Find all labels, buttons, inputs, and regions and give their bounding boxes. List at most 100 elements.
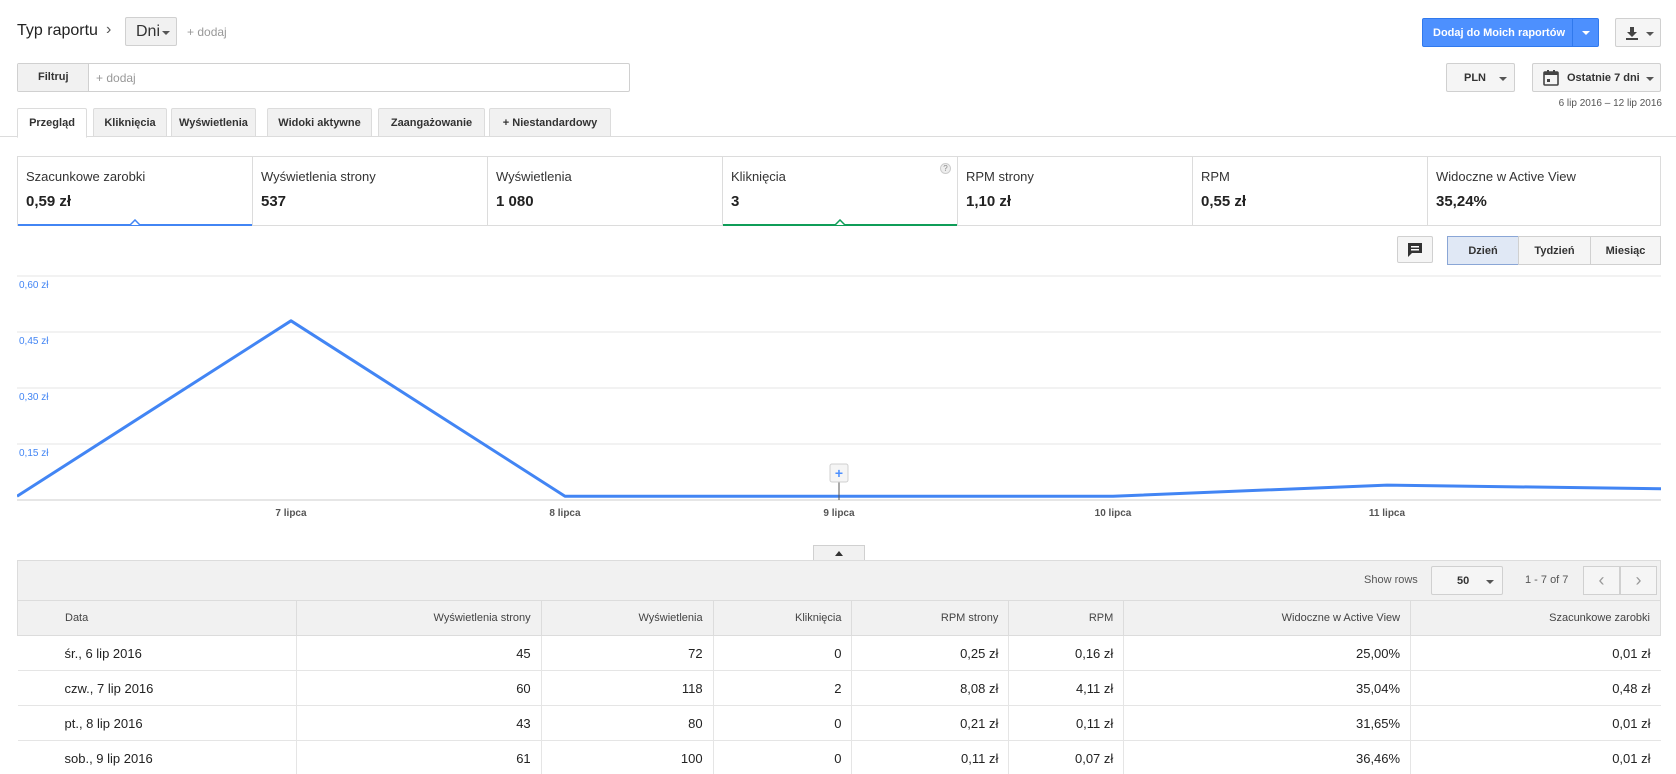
tab-wyswietlenia[interactable]: Wyświetlenia [171, 108, 256, 137]
x-tick-label: 7 lipca [275, 508, 307, 519]
dimension-dropdown[interactable]: Dni [125, 17, 177, 46]
column-header-earnings[interactable]: Szacunkowe zarobki [1410, 600, 1661, 636]
scorecard-name: Szacunkowe zarobki [26, 169, 146, 184]
cell-page-rpm: 0,11 zł [851, 740, 1009, 774]
column-header-impressions[interactable]: Wyświetlenia [540, 600, 714, 636]
tab-niestandardowy[interactable]: + Niestandardowy [489, 108, 611, 137]
cell-page-views: 61 [295, 740, 542, 774]
filter-label[interactable]: Filtruj [18, 64, 89, 91]
y-tick-label: 0,45 zł [19, 336, 49, 347]
add-dimension-link[interactable]: + dodaj [187, 25, 227, 39]
y-tick-label: 0,60 zł [19, 280, 49, 291]
scorecard-clicks[interactable]: Kliknięcia 3 ? [723, 157, 958, 226]
cell-page-views: 45 [295, 635, 542, 671]
cell-rpm: 0,11 zł [1008, 705, 1124, 741]
cell-date: sob., 9 lip 2016 [17, 740, 297, 774]
tab-zaangazowanie[interactable]: Zaangażowanie [378, 108, 485, 137]
scorecard-value: 3 [731, 193, 740, 210]
calendar-icon [1543, 70, 1559, 86]
cell-active-view: 36,46% [1123, 740, 1411, 774]
x-tick-label: 11 lipca [1369, 508, 1406, 519]
scorecards: Szacunkowe zarobki 0,59 zł Wyświetlenia … [17, 156, 1661, 226]
download-icon [1626, 27, 1638, 40]
tab-widoki-aktywne[interactable]: Widoki aktywne [267, 108, 372, 137]
scorecard-page-rpm[interactable]: RPM strony 1,10 zł [958, 157, 1193, 225]
column-header-rpm[interactable]: RPM [1008, 600, 1125, 636]
scorecard-name: Widoczne w Active View [1436, 169, 1576, 184]
table-toolbar: Show rows 50 1 - 7 of 7 ‹ › [17, 560, 1661, 600]
cell-page-views: 60 [295, 670, 542, 706]
selected-indicator [18, 224, 252, 226]
chevron-left-icon: ‹ [1598, 570, 1605, 590]
cell-impressions: 80 [540, 705, 714, 741]
date-preset-label: Ostatnie 7 dni [1567, 72, 1640, 84]
download-button[interactable] [1615, 18, 1661, 47]
cell-rpm: 0,07 zł [1008, 740, 1124, 774]
column-header-clicks[interactable]: Kliknięcia [712, 600, 853, 636]
scorecard-rpm[interactable]: RPM 0,55 zł [1193, 157, 1428, 225]
tab-przeglad[interactable]: Przegląd [17, 108, 87, 138]
cell-page-rpm: 0,25 zł [851, 635, 1009, 671]
cell-page-rpm: 0,21 zł [851, 705, 1009, 741]
tab-klikniecia[interactable]: Kliknięcia [93, 108, 167, 137]
granularity-week[interactable]: Tydzień [1518, 236, 1591, 265]
cell-date: pt., 8 lip 2016 [17, 705, 297, 741]
y-tick-label: 0,30 zł [19, 392, 49, 403]
collapse-chart-button[interactable] [813, 545, 865, 561]
add-to-my-reports-button[interactable]: Dodaj do Moich raportów [1422, 18, 1599, 47]
help-icon[interactable]: ? [940, 163, 951, 174]
filter-input[interactable]: + dodaj [96, 71, 136, 85]
dimension-label: Dni [136, 23, 161, 40]
cell-rpm: 4,11 zł [1008, 670, 1124, 706]
column-header-page-rpm[interactable]: RPM strony [851, 600, 1010, 636]
scorecard-value: 0,55 zł [1201, 193, 1247, 210]
chevron-down-icon [1646, 32, 1654, 36]
column-header-active-view[interactable]: Widoczne w Active View [1123, 600, 1412, 636]
add-report-menu-button[interactable] [1572, 19, 1598, 46]
next-page-button[interactable]: › [1620, 566, 1657, 595]
cell-page-views: 43 [295, 705, 542, 741]
scorecard-earnings[interactable]: Szacunkowe zarobki 0,59 zł [18, 157, 253, 226]
x-tick-label: 9 lipca [823, 508, 855, 519]
date-range-dropdown[interactable]: Ostatnie 7 dni [1532, 63, 1661, 92]
scorecard-name: RPM strony [966, 169, 1034, 184]
cell-earnings: 0,01 zł [1410, 635, 1661, 671]
scorecard-active-view[interactable]: Widoczne w Active View 35,24% [1428, 157, 1660, 225]
report-type-label: Typ raportu [17, 22, 98, 39]
x-tick-label: 10 lipca [1095, 508, 1132, 519]
column-header-page-views[interactable]: Wyświetlenia strony [295, 600, 542, 636]
scorecard-impressions[interactable]: Wyświetlenia 1 080 [488, 157, 723, 225]
column-header-date[interactable]: Data [17, 600, 297, 636]
cell-page-rpm: 8,08 zł [851, 670, 1009, 706]
breadcrumb-separator: › [106, 21, 112, 38]
cell-active-view: 31,65% [1123, 705, 1411, 741]
x-tick-label: 8 lipca [549, 508, 581, 519]
table-row: śr., 6 lip 2016 45 72 0 0,25 zł 0,16 zł … [17, 635, 1661, 671]
granularity-day[interactable]: Dzień [1447, 236, 1519, 265]
scorecard-page-views[interactable]: Wyświetlenia strony 537 [253, 157, 488, 225]
chevron-down-icon [1582, 31, 1590, 35]
annotations-button[interactable] [1397, 236, 1433, 263]
prev-page-button[interactable]: ‹ [1583, 566, 1620, 595]
scorecard-name: Wyświetlenia strony [261, 169, 376, 184]
filter-bar[interactable]: Filtruj + dodaj [17, 63, 630, 92]
chevron-down-icon [1486, 580, 1494, 584]
scorecard-value: 537 [261, 193, 287, 210]
scorecard-value: 1 080 [496, 193, 534, 210]
cell-clicks: 0 [712, 740, 852, 774]
scorecard-name: RPM [1201, 169, 1230, 184]
cell-active-view: 25,00% [1123, 635, 1411, 671]
scorecard-value: 0,59 zł [26, 193, 72, 210]
rows-per-page-dropdown[interactable]: 50 [1431, 566, 1503, 595]
show-rows-label: Show rows [1364, 574, 1418, 586]
cell-rpm: 0,16 zł [1008, 635, 1124, 671]
currency-dropdown[interactable]: PLN [1446, 63, 1515, 92]
cell-impressions: 72 [540, 635, 714, 671]
cell-earnings: 0,48 zł [1410, 670, 1661, 706]
add-annotation-button [829, 463, 849, 483]
chevron-down-icon [1499, 77, 1507, 81]
plus-icon: + [835, 465, 843, 481]
cell-date: czw., 7 lip 2016 [17, 670, 297, 706]
currency-label: PLN [1464, 72, 1486, 84]
granularity-month[interactable]: Miesiąc [1590, 236, 1661, 265]
